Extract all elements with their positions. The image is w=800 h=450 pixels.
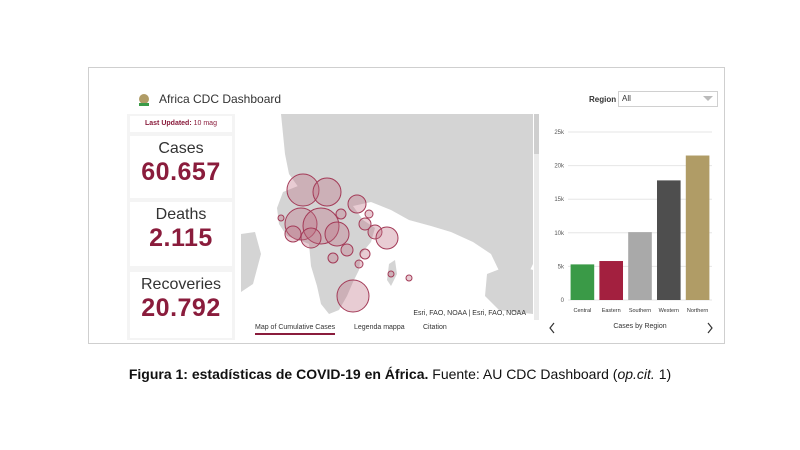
x-tick-label: Eastern: [602, 308, 621, 314]
bubble-sudan: [358, 217, 372, 231]
americas-land: [241, 232, 261, 292]
bubble-west-africa-2: [302, 207, 340, 245]
y-tick-label: 0: [561, 298, 565, 304]
cases-value: 60.657: [141, 158, 221, 186]
map-tabs: Map of Cumulative Cases Legenda mappa Ci…: [241, 320, 533, 340]
cases-card: Cases 60.657: [130, 136, 232, 198]
deaths-label: Deaths: [155, 206, 207, 223]
deaths-card: Deaths 2.115: [130, 202, 232, 266]
bubble-south-africa: [336, 279, 370, 313]
app-title: Africa CDC Dashboard: [159, 92, 282, 106]
caption-text-after: 1): [654, 366, 672, 382]
bubble-tanzania: [354, 259, 364, 269]
caption-bold: Figura 1: estadísticas de COVID-19 en Áf…: [128, 366, 429, 382]
x-tick-label: Northern: [687, 308, 708, 314]
tab-legenda-mappa[interactable]: Legenda mappa: [354, 324, 405, 331]
australia-land: [485, 264, 533, 314]
bar-northern[interactable]: [685, 155, 710, 300]
region-select-value: All: [622, 94, 631, 103]
bubble-congo: [327, 252, 339, 264]
bubble-mauritius: [405, 274, 413, 282]
africa-cdc-logo-icon: [139, 94, 149, 106]
recoveries-label: Recoveries: [140, 276, 222, 293]
y-tick-label: 15k: [554, 197, 565, 203]
bubble-morocco: [286, 173, 320, 207]
bar-eastern[interactable]: [599, 261, 624, 300]
cases-by-region-chart: 0 5k 10k 15k 20k 25k Central Eastern Southern Wes…: [540, 116, 720, 336]
bubble-kenya: [359, 248, 371, 260]
y-tick-label: 10k: [554, 231, 565, 237]
dashboard-header: Africa CDC Dashboard Region All: [127, 88, 721, 112]
x-axis-label: Cases by Region: [613, 323, 666, 330]
x-tick-label: Central: [574, 308, 592, 314]
last-updated-label: Last Updated:: [145, 120, 192, 127]
y-tick-label: 20k: [554, 164, 565, 170]
scroll-thumb[interactable]: [534, 114, 539, 154]
bar-western[interactable]: [656, 180, 681, 300]
recoveries-card: Recoveries 20.792: [130, 272, 232, 338]
chart-scrollbar[interactable]: [534, 114, 539, 320]
chevron-right-icon[interactable]: [707, 322, 713, 334]
bubble-niger: [335, 208, 347, 220]
deaths-value: 2.115: [149, 224, 213, 252]
bubble-senegal: [277, 214, 285, 222]
y-tick-label: 25k: [554, 130, 565, 136]
bubble-egypt: [347, 194, 367, 214]
cases-label: Cases: [158, 140, 204, 157]
chevron-down-icon: [703, 96, 713, 101]
bubble-madagascar: [387, 270, 395, 278]
bar-southern[interactable]: [628, 232, 652, 300]
map-canvas: [241, 114, 533, 320]
x-tick-label: Western: [659, 308, 679, 314]
y-tick-label: 5k: [558, 264, 565, 270]
eurasia-land: [281, 114, 533, 289]
africa-land: [277, 184, 375, 314]
figure-caption: Figura 1: estadísticas de COVID-19 en Áf…: [0, 366, 800, 382]
bubble-eritrea: [364, 209, 374, 219]
bubble-cameroon: [340, 243, 354, 257]
last-updated-value: 10 mag: [193, 120, 217, 127]
recoveries-value: 20.792: [141, 294, 221, 322]
region-label: Region: [589, 95, 617, 104]
last-updated: Last Updated: 10 mag: [130, 116, 232, 132]
chevron-left-icon[interactable]: [549, 322, 555, 334]
region-select[interactable]: All: [618, 91, 718, 107]
bubble-guinea: [284, 225, 302, 243]
bubble-ghana: [300, 227, 322, 249]
x-tick-label: Southern: [629, 308, 651, 314]
bubble-algeria: [312, 177, 342, 207]
bubble-somalia: [375, 226, 399, 250]
bubble-nigeria: [324, 221, 350, 247]
cumulative-cases-map[interactable]: Esri, FAO, NOAA | Esri, FAO, NOAA: [241, 114, 533, 320]
madagascar-land: [387, 260, 397, 286]
caption-italic: op.cit.: [617, 366, 655, 382]
bubble-ethiopia: [367, 224, 383, 240]
tab-map-of-cumulative-cases[interactable]: Map of Cumulative Cases: [255, 324, 336, 335]
caption-text-before: Fuente: AU CDC Dashboard (: [428, 366, 618, 382]
bar-central[interactable]: [570, 264, 595, 300]
map-attribution: Esri, FAO, NOAA | Esri, FAO, NOAA: [413, 310, 526, 317]
bar-chart-svg: 0 5k 10k 15k 20k 25k Central Eastern Southern Wes…: [549, 130, 713, 334]
case-bubbles: [277, 173, 413, 313]
stats-panel: Last Updated: 10 mag Cases 60.657 Deaths…: [127, 114, 235, 340]
tab-citation[interactable]: Citation: [423, 324, 447, 331]
